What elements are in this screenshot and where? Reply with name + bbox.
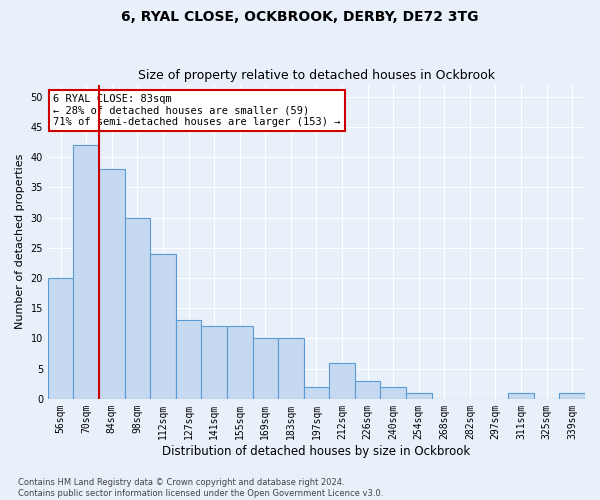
Bar [125,218,150,399]
Bar [380,386,406,399]
Bar [73,145,99,399]
Bar [406,393,431,399]
Text: Contains HM Land Registry data © Crown copyright and database right 2024.
Contai: Contains HM Land Registry data © Crown c… [18,478,383,498]
Bar [227,326,253,399]
Bar [278,338,304,399]
Bar [559,393,585,399]
Bar [48,278,73,399]
Text: 6 RYAL CLOSE: 83sqm
← 28% of detached houses are smaller (59)
71% of semi-detach: 6 RYAL CLOSE: 83sqm ← 28% of detached ho… [53,94,341,127]
Bar [329,362,355,399]
Bar [355,380,380,399]
Bar [253,338,278,399]
Bar [150,254,176,399]
Bar [304,386,329,399]
Bar [99,169,125,399]
Y-axis label: Number of detached properties: Number of detached properties [15,154,25,330]
Bar [176,320,202,399]
Bar [202,326,227,399]
Text: 6, RYAL CLOSE, OCKBROOK, DERBY, DE72 3TG: 6, RYAL CLOSE, OCKBROOK, DERBY, DE72 3TG [121,10,479,24]
X-axis label: Distribution of detached houses by size in Ockbrook: Distribution of detached houses by size … [163,444,470,458]
Title: Size of property relative to detached houses in Ockbrook: Size of property relative to detached ho… [138,69,495,82]
Bar [508,393,534,399]
